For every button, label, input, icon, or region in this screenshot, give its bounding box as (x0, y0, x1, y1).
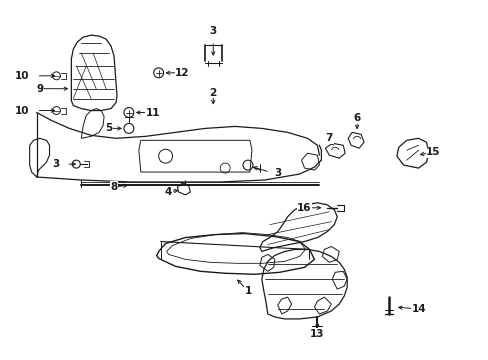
Text: 2: 2 (209, 88, 216, 98)
Text: 10: 10 (15, 71, 29, 81)
Text: 7: 7 (325, 133, 332, 143)
Text: 5: 5 (105, 123, 112, 134)
Text: 3: 3 (274, 168, 282, 178)
Text: 15: 15 (426, 147, 440, 157)
Text: 4: 4 (164, 187, 172, 197)
Text: 8: 8 (110, 182, 118, 192)
Text: 3: 3 (52, 159, 60, 169)
Text: 12: 12 (175, 68, 189, 78)
Text: 10: 10 (15, 105, 29, 116)
Text: 11: 11 (145, 108, 160, 117)
Text: 16: 16 (297, 203, 311, 213)
Text: 13: 13 (309, 329, 324, 339)
Text: 3: 3 (209, 26, 216, 36)
Text: 9: 9 (36, 84, 43, 94)
Text: 6: 6 (353, 113, 360, 123)
Text: 1: 1 (244, 286, 251, 296)
Text: 14: 14 (410, 304, 425, 314)
